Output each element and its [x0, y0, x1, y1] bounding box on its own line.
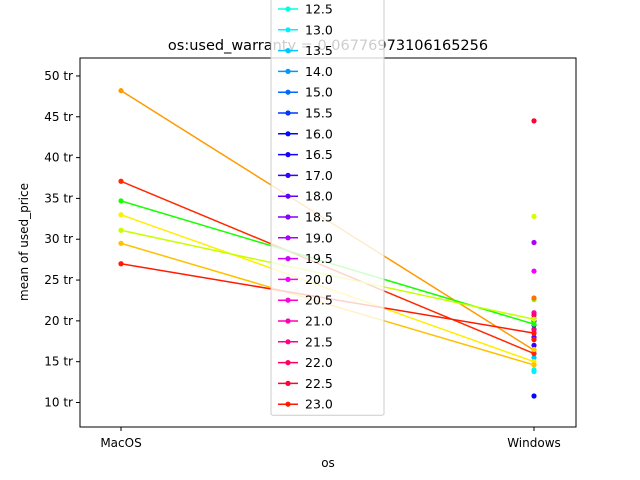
legend: 12.5 13.0 13.5 14.0 15.0 15.5 16.0 16.5 17.0 18.0… — [270, 0, 385, 416]
legend-marker — [285, 27, 291, 33]
legend-marker — [285, 256, 291, 262]
y-tick-label: 45 tr — [44, 110, 73, 124]
legend-label: 20.5 — [305, 293, 333, 308]
data-point — [531, 330, 537, 336]
y-tick-label: 30 tr — [44, 232, 73, 246]
data-point — [531, 268, 537, 274]
x-axis-label: os — [321, 456, 335, 470]
legend-label: 20.0 — [305, 272, 333, 287]
legend-label: 14.0 — [305, 64, 333, 79]
legend-label: 22.5 — [305, 376, 333, 391]
legend-marker — [285, 380, 291, 386]
y-tick-label: 40 tr — [44, 151, 73, 165]
legend-marker — [285, 339, 291, 345]
legend-marker — [285, 214, 291, 220]
legend-marker — [285, 318, 291, 324]
data-point — [531, 321, 537, 327]
legend-label: 19.0 — [305, 230, 333, 245]
x-tick-label: MacOS — [100, 436, 141, 450]
data-point — [118, 88, 124, 94]
legend-label: 15.5 — [305, 106, 333, 121]
data-point — [118, 212, 124, 218]
legend-label: 21.5 — [305, 334, 333, 349]
y-tick-label: 35 tr — [44, 191, 73, 205]
legend-label: 23.0 — [305, 397, 333, 412]
legend-marker — [285, 110, 291, 116]
y-axis: 10 tr 15 tr 20 tr 25 tr 30 tr 35 tr 40 tr 45 tr… — [44, 69, 80, 410]
y-tick-label: 10 tr — [44, 396, 73, 410]
data-point — [531, 368, 537, 375]
data-point — [531, 337, 537, 343]
data-point — [531, 295, 537, 301]
data-point — [118, 198, 124, 204]
data-point — [531, 346, 537, 353]
y-tick-label: 50 tr — [44, 69, 73, 83]
data-point — [531, 239, 537, 246]
legend-marker — [285, 172, 291, 178]
data-point — [531, 213, 537, 219]
legend-marker — [285, 276, 291, 282]
legend-label: 13.0 — [305, 22, 333, 37]
data-point — [118, 261, 124, 267]
legend-label: 21.0 — [305, 314, 333, 329]
y-tick-label: 15 tr — [44, 355, 73, 369]
data-point — [531, 118, 537, 124]
legend-marker — [285, 360, 291, 366]
legend-marker — [285, 193, 291, 199]
legend-marker — [285, 297, 291, 303]
legend-box — [270, 0, 385, 416]
legend-marker — [285, 131, 291, 137]
legend-label: 13.5 — [305, 43, 333, 58]
legend-label: 15.0 — [305, 85, 333, 100]
legend-marker — [285, 235, 291, 241]
data-point — [531, 316, 537, 322]
legend-marker — [285, 68, 291, 74]
legend-marker — [285, 6, 291, 12]
y-tick-label: 20 tr — [44, 314, 73, 328]
legend-label: 18.5 — [305, 210, 333, 225]
legend-marker — [285, 48, 291, 54]
x-tick-label: Windows — [507, 436, 561, 450]
data-point — [531, 362, 537, 368]
legend-label: 22.0 — [305, 355, 333, 370]
data-point — [118, 227, 124, 233]
legend-label: 18.0 — [305, 189, 333, 204]
legend-label: 12.5 — [305, 2, 333, 17]
plot-marks — [118, 88, 537, 399]
data-point — [531, 312, 537, 318]
data-point — [531, 355, 537, 361]
x-axis: MacOS Windows — [100, 427, 561, 450]
data-point — [118, 240, 124, 246]
data-point — [118, 178, 124, 184]
data-point — [531, 350, 537, 357]
y-axis-label: mean of used_price — [17, 183, 31, 301]
data-point — [531, 393, 537, 399]
legend-marker — [285, 152, 291, 158]
legend-label: 16.0 — [305, 126, 333, 141]
legend-marker — [285, 401, 291, 407]
data-point — [531, 342, 537, 348]
legend-label: 17.0 — [305, 168, 333, 183]
y-tick-label: 25 tr — [44, 273, 73, 287]
legend-label: 19.5 — [305, 251, 333, 266]
legend-label: 16.5 — [305, 147, 333, 162]
legend-marker — [285, 89, 291, 95]
